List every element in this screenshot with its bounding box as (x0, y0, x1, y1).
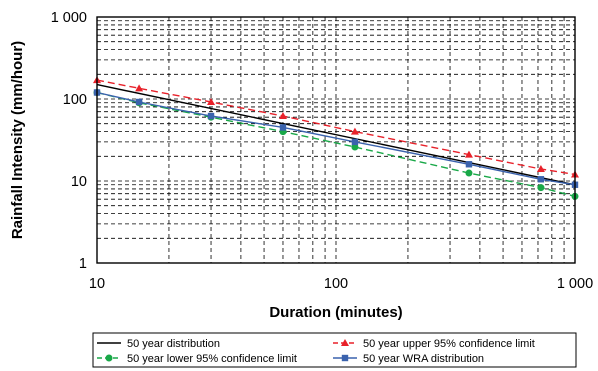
data-point (207, 112, 215, 120)
series-2 (93, 76, 579, 178)
legend-box (92, 332, 577, 368)
data-point (537, 184, 545, 192)
data-point (351, 143, 359, 151)
grid-lines (97, 17, 575, 263)
y-axis-title: Rainfall Intensity (mm/hour) (9, 41, 26, 239)
legend-entries: 50 year distribution 50 year upper 95% co… (97, 338, 535, 365)
data-point (135, 98, 143, 106)
legend-swatch-marker (105, 354, 113, 362)
y-tick-label: 10 (71, 174, 87, 190)
series-line (96, 91, 576, 197)
series-line (96, 91, 576, 186)
legend-swatch-marker (341, 339, 349, 346)
legend-item: 50 year WRA distribution (333, 353, 484, 365)
data-point (350, 127, 359, 135)
legend-swatch-marker (341, 354, 349, 362)
data-point (135, 84, 144, 92)
data-point (278, 112, 287, 120)
x-tick-label: 1 000 (557, 276, 593, 292)
y-tick-label: 100 (63, 92, 87, 108)
legend-label: 50 year lower 95% confidence limit (127, 353, 297, 365)
legend-item: 50 year lower 95% confidence limit (97, 353, 297, 365)
legend-label: 50 year distribution (127, 338, 220, 350)
data-point (464, 150, 473, 158)
series-line (96, 83, 576, 186)
legend-item: 50 year upper 95% confidence limit (333, 338, 535, 350)
series-line (96, 79, 576, 176)
data-point (537, 176, 545, 183)
x-tick-label: 100 (324, 276, 348, 292)
data-point (279, 124, 287, 131)
plot-area-border (96, 16, 576, 264)
y-tick-label: 1 (79, 256, 87, 272)
y-tick-label: 1 000 (51, 10, 87, 26)
data-point (207, 97, 216, 105)
legend-label: 50 year upper 95% confidence limit (363, 338, 535, 350)
x-axis-title: Duration (minutes) (269, 304, 402, 321)
series-1 (96, 83, 576, 186)
data-point (465, 169, 473, 177)
data-point (536, 165, 545, 173)
x-tick-label: 10 (89, 276, 105, 292)
legend-item: 50 year distribution (97, 338, 220, 350)
legend-label: 50 year WRA distribution (363, 353, 484, 365)
data-point (465, 161, 473, 168)
data-point (351, 138, 359, 146)
legend: 50 year distribution 50 year upper 95% co… (92, 332, 577, 368)
